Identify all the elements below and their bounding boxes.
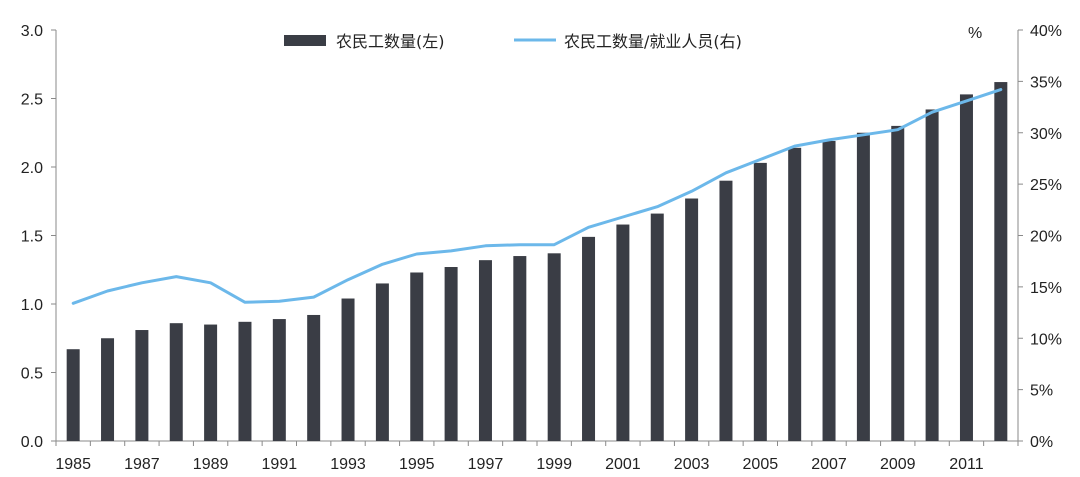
axes-layer [51,29,1023,446]
bar-1997 [478,260,492,441]
bar-1990 [238,321,252,441]
bar-2002 [650,213,664,441]
bars-layer [66,82,1008,442]
bar-1987 [135,330,149,441]
bar-2009 [891,125,905,442]
left-axis-tick-label: 0.0 [21,434,43,451]
x-axis-tick-label: 1999 [536,456,572,473]
x-axis-tick-label: 1985 [55,456,91,473]
bar-1993 [341,298,355,441]
x-axis-tick-label: 1991 [262,456,298,473]
bar-2011 [959,94,973,441]
right-axis-tick-label: 40% [1030,23,1062,40]
bar-1986 [101,338,115,441]
right-axis-tick-label: 30% [1030,126,1062,143]
x-axis-tick-label: 1995 [399,456,435,473]
x-axis-tick-label: 1989 [193,456,229,473]
legend-bar-swatch [284,35,326,46]
share-of-employment-line [71,88,1003,305]
bar-2003 [685,198,699,441]
bar-1995 [410,272,424,441]
right-axis-unit-label: % [968,25,982,42]
left-axis-tick-label: 0.5 [21,366,43,383]
bar-1988 [169,323,183,441]
left-axis-tick-label: 3.0 [21,23,43,40]
bar-2005 [753,162,767,441]
bar-2004 [719,180,733,441]
x-axis-tick-label: 1987 [124,456,160,473]
left-axis-tick-label: 1.5 [21,229,43,246]
x-axis-tick-label: 2003 [674,456,710,473]
labels-layer: 0.0 0.5 1.0 1.5 2.0 2.5 3.0 0% 5% 10% 15% 20% 25% 30%… [21,23,1062,473]
bar-2012 [994,82,1008,441]
bar-1996 [444,267,458,441]
left-axis-tick-label: 2.0 [21,160,43,177]
legend: 农民工数量(左) 农民工数量/就业人员(右) [284,32,742,51]
left-axis-tick-label: 1.0 [21,297,43,314]
right-axis-tick-label: 25% [1030,177,1062,194]
x-axis-tick-label: 2001 [605,456,641,473]
bar-2007 [822,140,836,441]
bar-2001 [616,224,630,441]
x-axis-tick-label: 2005 [743,456,779,473]
bar-1991 [272,319,286,441]
right-axis-tick-label: 5% [1030,383,1053,400]
bar-2000 [582,236,596,441]
x-axis-tick-label: 1993 [330,456,366,473]
x-axis-tick-label: 1997 [468,456,504,473]
x-axis-tick-label: 2007 [811,456,847,473]
bar-1992 [307,314,321,441]
bar-1985 [66,349,80,441]
bar-1989 [204,324,218,441]
right-axis-tick-label: 10% [1030,331,1062,348]
x-axis-tick-label: 2009 [880,456,916,473]
legend-line-label: 农民工数量/就业人员(右) [564,32,742,51]
right-axis-tick-label: 35% [1030,74,1062,91]
x-axis-tick-label: 2011 [949,456,984,473]
line-layer [71,88,1003,305]
bar-1998 [513,256,527,441]
bar-1999 [547,253,561,441]
legend-bar-label: 农民工数量(左) [336,32,445,51]
right-axis-tick-label: 20% [1030,229,1062,246]
right-axis-tick-label: 0% [1030,434,1053,451]
bar-2010 [925,109,939,442]
left-axis-tick-label: 2.5 [21,92,43,109]
bar-2006 [788,147,802,441]
right-axis-tick-label: 15% [1030,280,1062,297]
bar-1994 [375,283,389,441]
bar-2008 [856,132,870,441]
